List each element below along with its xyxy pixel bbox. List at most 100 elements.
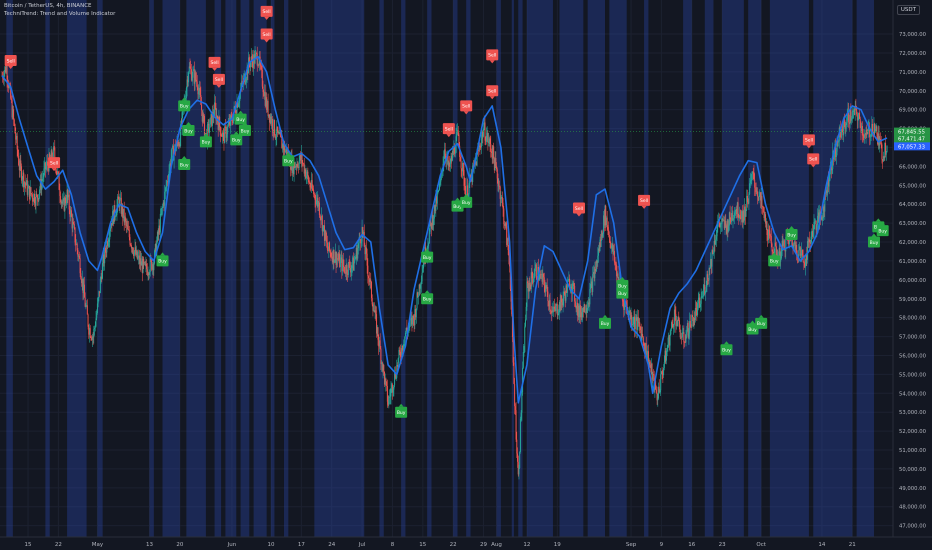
candle-body bbox=[779, 247, 781, 262]
candle-body bbox=[836, 137, 838, 152]
candle-body bbox=[872, 124, 874, 132]
candle-body bbox=[544, 285, 546, 292]
candle-body bbox=[693, 318, 695, 327]
candle-body bbox=[14, 124, 16, 134]
symbol-title[interactable]: Bitcoin / TetherUS, 4h, BINANCE bbox=[4, 3, 92, 9]
candle-body bbox=[795, 244, 797, 250]
candle-body bbox=[106, 241, 108, 253]
candle-body bbox=[4, 66, 6, 73]
candle-body bbox=[321, 215, 323, 232]
candle-body bbox=[612, 244, 614, 254]
signal-pointer bbox=[871, 233, 877, 237]
candle-body bbox=[211, 112, 213, 126]
signal-pointer bbox=[51, 168, 57, 172]
candle-body bbox=[812, 229, 814, 237]
candle-body bbox=[264, 91, 266, 106]
candle-body bbox=[825, 190, 827, 194]
signal-box bbox=[486, 49, 499, 61]
candle-body bbox=[510, 288, 512, 302]
candle-body bbox=[60, 196, 62, 203]
candle-body bbox=[96, 303, 98, 313]
candle-body bbox=[85, 305, 87, 307]
candle-body bbox=[775, 246, 777, 259]
candle-body bbox=[737, 202, 739, 218]
time-tick-label: 20 bbox=[176, 542, 183, 548]
candle-body bbox=[566, 285, 568, 293]
candle-body bbox=[420, 284, 422, 289]
candle-body bbox=[178, 143, 180, 146]
candle-body bbox=[430, 223, 432, 229]
candle-body bbox=[210, 114, 212, 118]
candle-body bbox=[869, 136, 871, 138]
candle-body bbox=[326, 239, 328, 243]
candle-body bbox=[649, 362, 651, 365]
candle-body bbox=[65, 202, 67, 204]
candle-body bbox=[89, 328, 91, 338]
candle-body bbox=[378, 339, 380, 347]
price-tick-label: 73,000.00 bbox=[899, 32, 927, 38]
candle-body bbox=[698, 297, 700, 300]
candle-body bbox=[808, 239, 810, 243]
candle-body bbox=[531, 272, 533, 279]
candle-body bbox=[763, 207, 765, 218]
candle-body bbox=[874, 128, 876, 132]
signal-text: Buy bbox=[180, 104, 189, 110]
candle-body bbox=[595, 268, 597, 272]
candle-body bbox=[864, 134, 866, 138]
candle-body bbox=[203, 114, 205, 116]
candle-body bbox=[382, 364, 384, 371]
candle-body bbox=[681, 336, 683, 338]
candle-body bbox=[159, 213, 161, 233]
price-tick-label: 53,000.00 bbox=[899, 410, 927, 416]
candle-body bbox=[663, 362, 665, 368]
volume-band bbox=[97, 0, 103, 537]
candle-body bbox=[115, 214, 117, 217]
candle-body bbox=[363, 231, 365, 247]
candle-body bbox=[385, 378, 387, 382]
candle-body bbox=[564, 294, 566, 301]
candle-body bbox=[861, 126, 863, 136]
candle-body bbox=[326, 242, 328, 250]
candle-body bbox=[368, 276, 370, 279]
candle-body bbox=[659, 390, 661, 393]
signal-box bbox=[460, 196, 473, 208]
candle-body bbox=[53, 147, 55, 149]
grid bbox=[0, 0, 893, 537]
candle-body bbox=[227, 126, 229, 135]
currency-button[interactable]: USDT bbox=[896, 5, 920, 15]
candle-body bbox=[102, 254, 104, 264]
candle-body bbox=[554, 308, 556, 311]
price-axis[interactable]: 47,000.00 48,000.00 49,000.00 50,000.00 51,0… bbox=[892, 0, 932, 550]
candle-body bbox=[853, 108, 855, 116]
candle-body bbox=[814, 221, 816, 223]
candle-body bbox=[503, 208, 505, 225]
price-tick-label: 63,000.00 bbox=[899, 221, 927, 227]
buy-signal: Buy bbox=[720, 341, 733, 356]
candle-body bbox=[827, 176, 829, 187]
candle-body bbox=[493, 146, 495, 159]
candle-body bbox=[20, 160, 22, 167]
time-axis[interactable]: 15 22 May 13 20 Jun 10 17 24 Jul 8 15 22 29 Aug 12 19 Sep… bbox=[0, 536, 932, 550]
candle-body bbox=[281, 137, 283, 149]
candle-body bbox=[678, 320, 680, 330]
trend-line bbox=[0, 55, 893, 404]
candle-body bbox=[289, 166, 291, 170]
candle-body bbox=[277, 132, 279, 133]
signal-text: Buy bbox=[453, 204, 462, 210]
signal-box bbox=[230, 134, 243, 146]
candle-body bbox=[712, 250, 714, 254]
signal-box bbox=[199, 136, 212, 148]
candle-body bbox=[587, 302, 589, 308]
candle-body bbox=[81, 278, 83, 284]
candle-body bbox=[724, 221, 726, 229]
candle-body bbox=[428, 231, 430, 244]
indicator-title[interactable]: TechniTrend: Trend and Volume Indicator bbox=[4, 11, 116, 17]
candle-body bbox=[622, 300, 624, 302]
candle-body bbox=[279, 131, 281, 135]
signal-pointer bbox=[242, 121, 248, 125]
candle-body bbox=[340, 257, 342, 260]
candle-body bbox=[32, 199, 34, 202]
buy-signal: Buy bbox=[421, 290, 434, 305]
candle-body bbox=[267, 101, 269, 117]
